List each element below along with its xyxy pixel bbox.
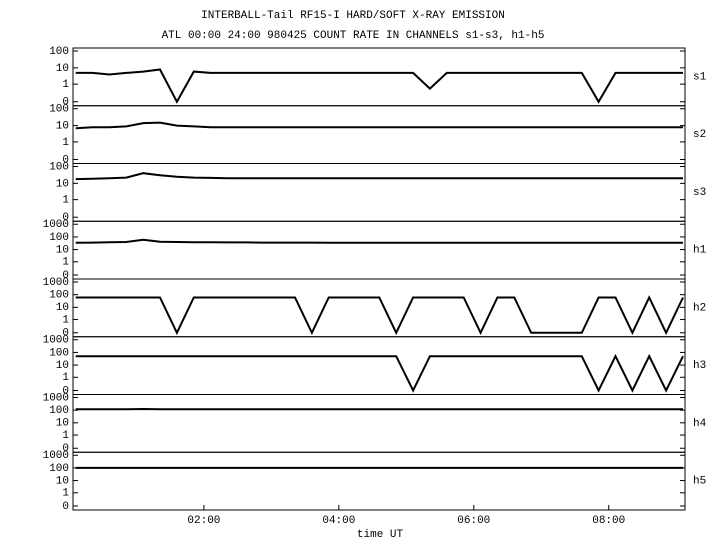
panel-frame <box>72 451 686 511</box>
x-tick-label: 06:00 <box>457 515 490 527</box>
x-tick-label: 04:00 <box>322 515 355 527</box>
y-tick-label: 100 <box>49 46 69 58</box>
y-tick-label: 1 <box>62 257 69 269</box>
y-tick-label: 1 <box>62 430 69 442</box>
y-tick-label: 0 <box>62 270 69 282</box>
y-tick-label: 10 <box>56 302 69 314</box>
y-tick-label: 10 <box>56 244 69 256</box>
panel-label: s2 <box>693 129 706 141</box>
data-line <box>75 121 683 130</box>
y-tick-label: 1000 <box>43 277 69 289</box>
y-tick-label: 0 <box>62 154 69 166</box>
panel-label: h4 <box>693 418 707 430</box>
data-line <box>75 238 683 244</box>
y-tick-label: 1000 <box>43 450 69 462</box>
y-tick-label: 10 <box>56 63 69 75</box>
y-tick-label: 1000 <box>43 392 69 404</box>
y-tick-label: 100 <box>49 405 69 417</box>
y-tick-label: 0 <box>62 501 69 513</box>
data-line <box>75 68 683 104</box>
y-tick-label: 1 <box>62 79 69 91</box>
y-tick-label: 1 <box>62 488 69 500</box>
y-tick-label: 0 <box>62 212 69 224</box>
x-tick-label: 08:00 <box>592 515 625 527</box>
y-tick-label: 10 <box>56 121 69 133</box>
y-tick-label: 1 <box>62 314 69 326</box>
data-line <box>75 295 684 336</box>
panel-label: s3 <box>693 187 706 199</box>
y-tick-label: 10 <box>56 475 69 487</box>
y-tick-label: 100 <box>49 290 69 302</box>
chart-subtitle: ATL 00:00 24:00 980425 COUNT RATE IN CHA… <box>162 30 545 42</box>
y-tick-label: 1 <box>62 372 69 384</box>
y-tick-label: 10 <box>56 360 69 372</box>
chart-title: INTERBALL-Tail RF15-I HARD/SOFT X-RAY EM… <box>201 10 505 22</box>
y-tick-label: 100 <box>49 104 69 116</box>
y-tick-label: 100 <box>49 463 69 475</box>
y-tick-label: 1000 <box>43 219 69 231</box>
y-tick-label: 0 <box>62 443 69 455</box>
x-tick-label: 02:00 <box>187 515 220 527</box>
y-tick-label: 10 <box>56 418 69 430</box>
data-line <box>75 172 683 181</box>
panel-label: h2 <box>693 302 706 314</box>
panel-label: h1 <box>693 245 707 257</box>
panel-label: h5 <box>693 476 706 488</box>
panel-label: h3 <box>693 360 706 372</box>
y-tick-label: 1000 <box>43 335 69 347</box>
y-tick-label: 0 <box>62 385 69 397</box>
y-tick-label: 1 <box>62 137 69 149</box>
y-tick-label: 100 <box>49 232 69 244</box>
y-tick-label: 10 <box>56 178 69 190</box>
y-tick-label: 0 <box>62 328 69 340</box>
y-tick-label: 1 <box>62 195 69 207</box>
x-axis-label: time UT <box>357 529 404 541</box>
y-tick-label: 100 <box>49 347 69 359</box>
y-tick-label: 100 <box>49 161 69 173</box>
data-line <box>75 353 684 393</box>
y-tick-label: 0 <box>62 97 69 109</box>
panel-label: s1 <box>693 71 707 83</box>
